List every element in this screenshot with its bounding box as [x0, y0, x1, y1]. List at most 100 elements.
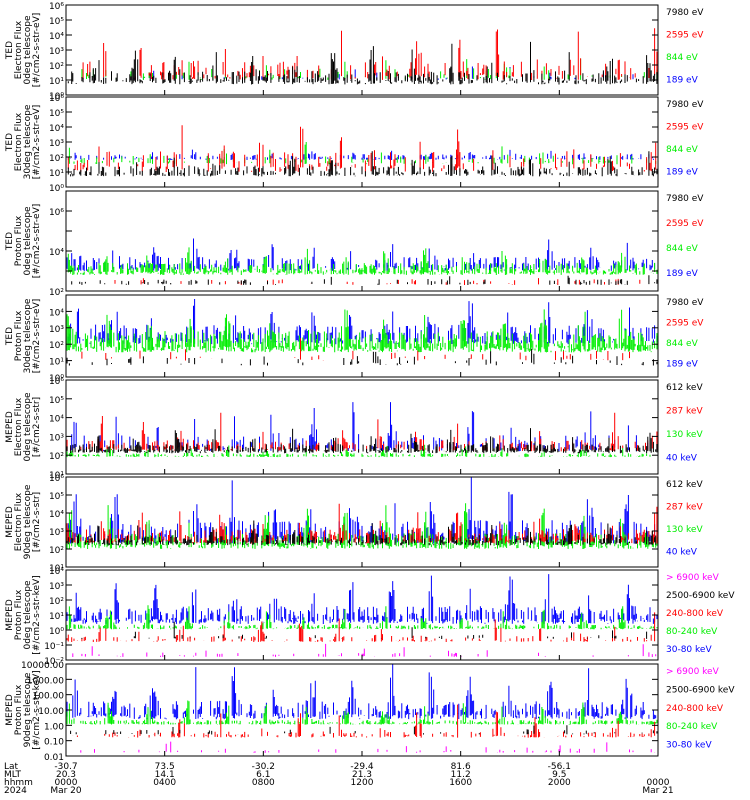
x-tick-label: 1600 — [449, 778, 472, 788]
y-tick-label: 10⁵ — [49, 109, 64, 119]
x-tick-label: 81.6 — [451, 762, 471, 772]
y-tick-label: 0.01 — [44, 753, 64, 763]
legend-entry: 612 keV — [666, 383, 703, 393]
x-tick-label: 21.3 — [352, 770, 372, 780]
series-7980-ev — [66, 348, 658, 366]
panel-7: 10⁻² 10⁻¹ 10⁰ 10¹ 10² 10³ 10⁴ MEPED Proton Flux 0… — [5, 567, 735, 667]
x-axis-row-label: Lat — [4, 762, 19, 772]
y-tick-label: 10² — [49, 62, 64, 72]
y-axis-label-line: Electron Flux — [14, 20, 24, 79]
y-axis-label-line: [#/cm2-s-str] — [32, 397, 42, 457]
y-axis-label: MEPED Proton Flux 0deg telescope [#/cm2-s-s… — [5, 575, 42, 654]
series-2500-6900-kev — [70, 725, 658, 735]
x-tick-label: 2000 — [548, 778, 571, 788]
legend-entry: 7980 eV — [666, 194, 704, 204]
y-tick-label: 10⁴ — [49, 124, 64, 134]
panel-2: 10⁰ 10¹ 10² 10³ 10⁴ 10⁵ 10⁶ TED Electron Flux 30d… — [5, 94, 704, 194]
x-axis-row-label: MLT — [4, 770, 22, 780]
y-tick-label: 10² — [49, 154, 64, 164]
y-axis-label-line: 30deg telescope — [23, 298, 33, 373]
series-844-ev — [67, 247, 658, 275]
y-axis-label: MEPED Electron Flux 90deg telescope [#/cm2-… — [5, 484, 42, 559]
y-tick-label: 10⁴ — [49, 567, 64, 577]
y-tick-label: 10⁴ — [49, 32, 64, 42]
x-tick-label: 9.5 — [552, 770, 566, 780]
y-tick-label: 100.00 — [33, 692, 65, 702]
legend-entry: 130 keV — [666, 525, 703, 535]
legend-entry: 2595 eV — [666, 31, 704, 41]
series-30-80-kev — [66, 574, 658, 624]
legend-entry: 80-240 keV — [666, 627, 718, 637]
legend-entry: 240-800 keV — [666, 704, 724, 714]
series-40-kev — [66, 402, 649, 452]
legend-entry: 7980 eV — [666, 298, 704, 308]
panel-data — [66, 477, 658, 549]
legend-entry: 189 eV — [666, 76, 699, 86]
legend-entry: > 6900 keV — [666, 573, 720, 583]
series-2500-6900-kev — [81, 621, 648, 639]
legend-entry: 844 eV — [666, 53, 699, 63]
panel-8: 0.010.101.0010.00100.001000.0010000.00ME… — [5, 661, 735, 763]
y-axis-label-line: 0deg telescope — [23, 206, 33, 276]
x-tick-label: 0000 — [55, 778, 78, 788]
y-axis-label-line: Proton Flux — [14, 215, 24, 266]
y-tick-label: 10³ — [49, 528, 64, 538]
y-axis-label-line: [#/cm2-s-str-eV] — [32, 13, 42, 88]
legend-entry: 2595 eV — [666, 123, 704, 133]
series-240-800-kev — [66, 612, 656, 642]
y-tick-label: 1000.00 — [27, 676, 64, 686]
y-tick-label: 10⁴ — [49, 308, 64, 318]
y-axis-label-line: TED — [5, 232, 15, 251]
y-axis-label: TED Electron Flux 30deg telescope [#/cm2-s-… — [5, 104, 42, 179]
y-tick-label: 10¹ — [49, 358, 64, 368]
y-axis-label-line: [#/cm2-s-str-eV] — [32, 105, 42, 180]
panel-frame — [65, 379, 659, 475]
panel-frame — [65, 4, 659, 96]
y-tick-label: 10⁴ — [49, 415, 64, 425]
legend-entry: 7980 eV — [666, 100, 704, 110]
x-tick-label: 6.1 — [256, 770, 270, 780]
panel-frame — [65, 476, 659, 568]
legend-entry: 2500-6900 keV — [666, 685, 735, 695]
y-tick-label: 10¹ — [49, 169, 64, 179]
y-tick-label: 10.00 — [38, 707, 64, 717]
legend-entry: 287 keV — [666, 407, 703, 417]
y-tick-label: 10² — [49, 341, 64, 351]
y-tick-label: 10⁵ — [49, 396, 64, 406]
y-axis-label-line: [#/cm2-s-str] — [32, 492, 42, 552]
y-tick-label: 10⁶ — [49, 2, 64, 12]
legend-entry: 844 eV — [666, 244, 699, 254]
y-axis-label-line: MEPED — [5, 599, 15, 631]
series-2595-ev — [66, 276, 641, 285]
y-tick-label: 10⁶ — [49, 94, 64, 104]
series-612-kev — [66, 520, 657, 546]
panel-data — [66, 402, 658, 458]
y-tick-label: 10⁶ — [49, 377, 64, 387]
panel-data — [67, 28, 658, 85]
panel-4: 10⁰ 10¹ 10² 10³ 10⁴ TED Proton Flux 30deg teles… — [5, 294, 704, 384]
y-tick-label: 10⁶ — [49, 208, 64, 218]
panel-data — [66, 574, 658, 657]
x-tick-label: 0000 — [647, 778, 670, 788]
legend-entry: 189 eV — [666, 269, 699, 279]
legend-entry: 189 eV — [666, 168, 699, 178]
x-tick-label: 0400 — [153, 778, 176, 788]
y-tick-label: 10² — [49, 288, 64, 298]
y-tick-label: 10³ — [49, 433, 64, 443]
legend-entry: 189 eV — [666, 360, 699, 370]
y-axis-label-line: Electron Flux — [14, 112, 24, 171]
series--6900-kev — [72, 643, 657, 657]
y-tick-label: 10000.00 — [21, 661, 64, 671]
x-tick-label: 73.5 — [155, 762, 175, 772]
panel-3: 10² 10⁴ 10⁶ TED Proton Flux 0deg telescope [#/… — [5, 190, 704, 298]
x-tick-label: -30.7 — [54, 762, 77, 772]
legend-entry: 80-240 keV — [666, 722, 718, 732]
y-tick-label: 10⁴ — [49, 510, 64, 520]
x-tick-label: 20.3 — [56, 770, 76, 780]
legend-entry: 2500-6900 keV — [666, 591, 735, 601]
x-tick-label: 11.2 — [451, 770, 471, 780]
panel-data — [66, 664, 658, 753]
